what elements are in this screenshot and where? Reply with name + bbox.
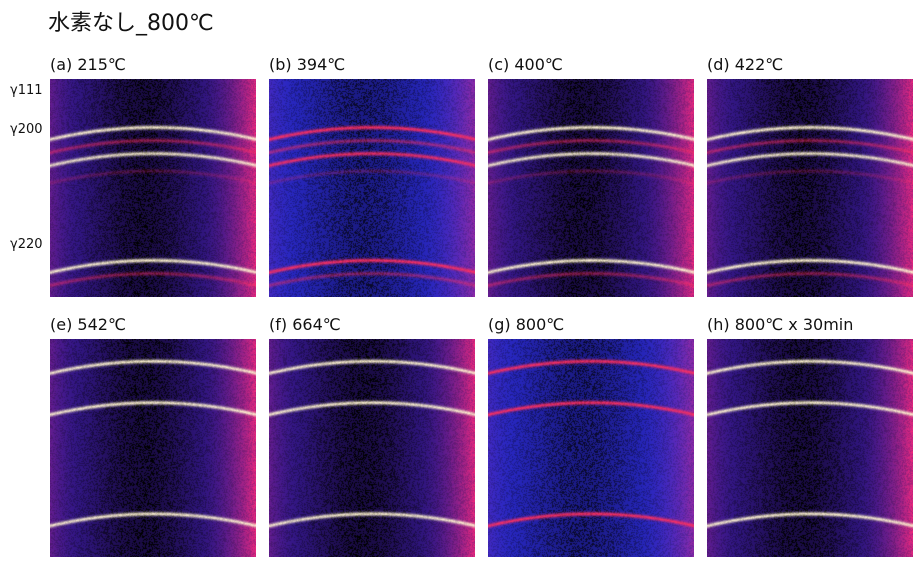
panel-label-e: (e) 542℃ xyxy=(50,315,126,334)
diffraction-image-h xyxy=(707,339,913,557)
diffraction-image-f xyxy=(269,339,475,557)
ring-label-gamma-220: γ220 xyxy=(10,237,43,252)
ring-label-gamma-111: γ111 xyxy=(10,83,43,98)
panel-label-d: (d) 422℃ xyxy=(707,55,784,74)
panel-label-f: (f) 664℃ xyxy=(269,315,341,334)
diffraction-image-e xyxy=(50,339,256,557)
diffraction-image-b xyxy=(269,79,475,297)
panel-label-c: (c) 400℃ xyxy=(488,55,563,74)
panel-label-g: (g) 800℃ xyxy=(488,315,565,334)
diffraction-image-c xyxy=(488,79,694,297)
panel-label-h: (h) 800℃ x 30min xyxy=(707,315,854,334)
panel-label-a: (a) 215℃ xyxy=(50,55,126,74)
page-title: 水素なし_800℃ xyxy=(48,11,214,36)
diffraction-image-d xyxy=(707,79,913,297)
diffraction-image-g xyxy=(488,339,694,557)
panel-label-b: (b) 394℃ xyxy=(269,55,346,74)
diffraction-image-a xyxy=(50,79,256,297)
ring-label-gamma-200: γ200 xyxy=(10,122,43,137)
